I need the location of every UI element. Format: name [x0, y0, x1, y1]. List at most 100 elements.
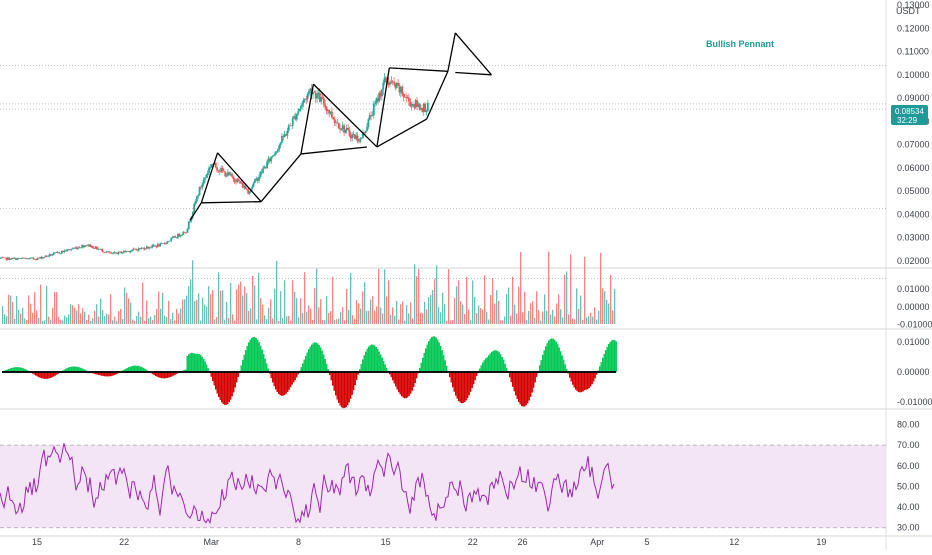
candle-body[interactable]: [60, 253, 62, 254]
candle-body[interactable]: [401, 87, 403, 94]
pattern-segment[interactable]: [455, 33, 491, 75]
volume-panel[interactable]: [2, 252, 615, 324]
candle-body[interactable]: [291, 126, 293, 127]
candle-body[interactable]: [372, 115, 374, 116]
candle-body[interactable]: [193, 204, 195, 212]
candle-body[interactable]: [424, 104, 426, 112]
candle-body[interactable]: [300, 106, 302, 109]
candle-body[interactable]: [374, 103, 376, 104]
candle-body[interactable]: [234, 179, 236, 181]
candle-body[interactable]: [231, 174, 233, 177]
candle-body[interactable]: [324, 105, 326, 107]
candle-body[interactable]: [51, 255, 53, 256]
candle-body[interactable]: [389, 82, 391, 84]
candle-body[interactable]: [195, 201, 197, 204]
candle-body[interactable]: [272, 156, 274, 157]
candle-body[interactable]: [385, 77, 387, 80]
candle-body[interactable]: [266, 162, 268, 168]
pattern-segment[interactable]: [448, 33, 455, 71]
candle-body[interactable]: [172, 237, 174, 238]
candle-body[interactable]: [296, 114, 298, 119]
candle-body[interactable]: [367, 119, 369, 127]
candle-body[interactable]: [108, 252, 110, 253]
candle-body[interactable]: [58, 252, 60, 253]
candle-body[interactable]: [189, 221, 191, 222]
candle-body[interactable]: [303, 100, 305, 103]
candle-body[interactable]: [216, 167, 218, 170]
candle-body[interactable]: [33, 258, 35, 259]
candle-body[interactable]: [131, 250, 133, 251]
candle-body[interactable]: [345, 130, 347, 133]
candle-body[interactable]: [251, 187, 253, 189]
candle-body[interactable]: [47, 256, 49, 257]
candle-body[interactable]: [339, 128, 341, 129]
candle-body[interactable]: [280, 143, 282, 145]
candle-body[interactable]: [308, 91, 310, 94]
candle-body[interactable]: [373, 104, 375, 116]
candle-body[interactable]: [226, 176, 228, 177]
candle-body[interactable]: [366, 127, 368, 131]
candle-body[interactable]: [254, 179, 256, 183]
candle-body[interactable]: [87, 246, 89, 247]
pattern-segment[interactable]: [389, 68, 448, 71]
pattern-segment[interactable]: [301, 147, 367, 154]
candle-body[interactable]: [150, 247, 152, 248]
candle-body[interactable]: [101, 249, 103, 251]
candle-body[interactable]: [122, 252, 124, 253]
candle-body[interactable]: [273, 155, 275, 156]
candle-body[interactable]: [72, 249, 74, 250]
candle-body[interactable]: [258, 177, 260, 181]
candle-body[interactable]: [170, 238, 172, 241]
candle-body[interactable]: [184, 232, 186, 233]
candle-body[interactable]: [209, 167, 211, 168]
candle-body[interactable]: [307, 94, 309, 99]
candle-body[interactable]: [204, 178, 206, 180]
candle-body[interactable]: [365, 131, 367, 133]
candle-body[interactable]: [299, 109, 301, 112]
candle-body[interactable]: [397, 83, 399, 85]
candle-body[interactable]: [351, 134, 353, 138]
candle-body[interactable]: [297, 111, 299, 114]
candle-body[interactable]: [20, 259, 22, 260]
candle-body[interactable]: [199, 187, 201, 195]
candle-body[interactable]: [103, 252, 105, 253]
candle-body[interactable]: [274, 153, 276, 155]
candle-body[interactable]: [223, 171, 225, 172]
candle-body[interactable]: [313, 92, 315, 93]
candle-body[interactable]: [426, 111, 428, 112]
candle-body[interactable]: [245, 186, 247, 189]
candle-body[interactable]: [238, 179, 240, 181]
candle-body[interactable]: [316, 94, 318, 98]
candle-body[interactable]: [92, 246, 94, 248]
candle-body[interactable]: [322, 97, 324, 98]
candle-body[interactable]: [115, 252, 117, 253]
pattern-segment[interactable]: [313, 84, 376, 147]
candle-body[interactable]: [222, 168, 224, 171]
candle-body[interactable]: [159, 243, 161, 246]
candle-body[interactable]: [10, 259, 12, 260]
candle-body[interactable]: [292, 118, 294, 126]
candle-body[interactable]: [332, 117, 334, 119]
candle-body[interactable]: [176, 238, 178, 239]
candle-body[interactable]: [334, 119, 336, 122]
pattern-segment[interactable]: [218, 153, 262, 202]
candle-body[interactable]: [301, 103, 303, 106]
candle-body[interactable]: [205, 175, 207, 178]
candle-body[interactable]: [80, 248, 82, 249]
candle-body[interactable]: [331, 112, 333, 118]
candle-body[interactable]: [208, 168, 210, 173]
candle-body[interactable]: [338, 123, 340, 128]
candle-body[interactable]: [130, 251, 132, 252]
candle-body[interactable]: [224, 171, 226, 176]
pattern-segment[interactable]: [427, 71, 448, 119]
candle-body[interactable]: [361, 138, 363, 139]
pattern-segment[interactable]: [377, 68, 389, 147]
candle-body[interactable]: [262, 169, 264, 173]
candle-body[interactable]: [408, 97, 410, 101]
price-panel[interactable]: [0, 73, 429, 261]
candle-body[interactable]: [340, 129, 342, 130]
candle-body[interactable]: [165, 243, 167, 244]
